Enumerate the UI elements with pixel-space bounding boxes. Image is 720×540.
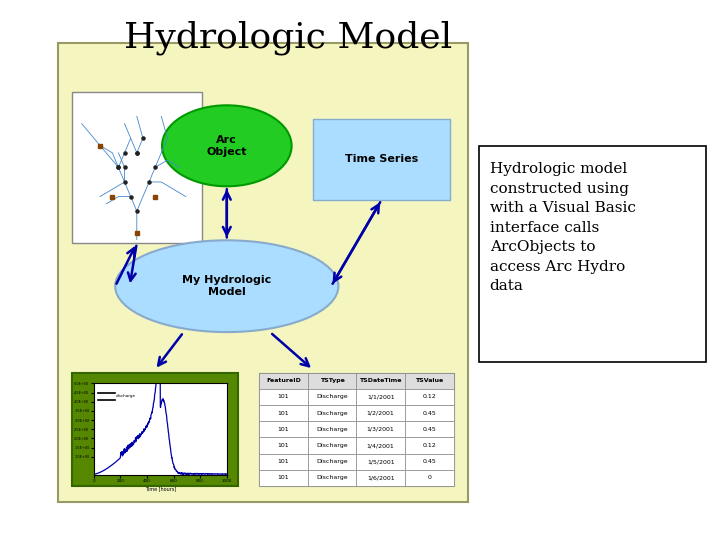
Point	[119, 178, 130, 186]
Text: Time Series: Time Series	[345, 154, 418, 164]
FancyBboxPatch shape	[259, 373, 454, 486]
Point	[113, 163, 125, 172]
Text: Hydrologic Model: Hydrologic Model	[124, 21, 452, 55]
Ellipse shape	[162, 105, 292, 186]
Point	[138, 134, 149, 143]
Point	[150, 163, 161, 172]
Point	[131, 207, 143, 215]
Text: discharge: discharge	[116, 394, 136, 399]
FancyBboxPatch shape	[72, 92, 202, 243]
Point	[113, 163, 125, 172]
Point	[131, 148, 143, 157]
Point	[119, 148, 130, 157]
FancyBboxPatch shape	[313, 119, 450, 200]
Ellipse shape	[115, 240, 338, 332]
Point	[119, 163, 130, 172]
FancyBboxPatch shape	[72, 373, 238, 486]
Point	[143, 178, 155, 186]
Text: My Hydrologic
Model: My Hydrologic Model	[182, 275, 271, 297]
X-axis label: Time [hours]: Time [hours]	[145, 486, 176, 491]
FancyBboxPatch shape	[479, 146, 706, 362]
FancyBboxPatch shape	[58, 43, 468, 502]
Point	[131, 148, 143, 157]
Text: Hydrologic model
constructed using
with a Visual Basic
interface calls
ArcObject: Hydrologic model constructed using with …	[490, 162, 636, 293]
Point	[125, 192, 137, 201]
Text: Arc
Object: Arc Object	[207, 135, 247, 157]
